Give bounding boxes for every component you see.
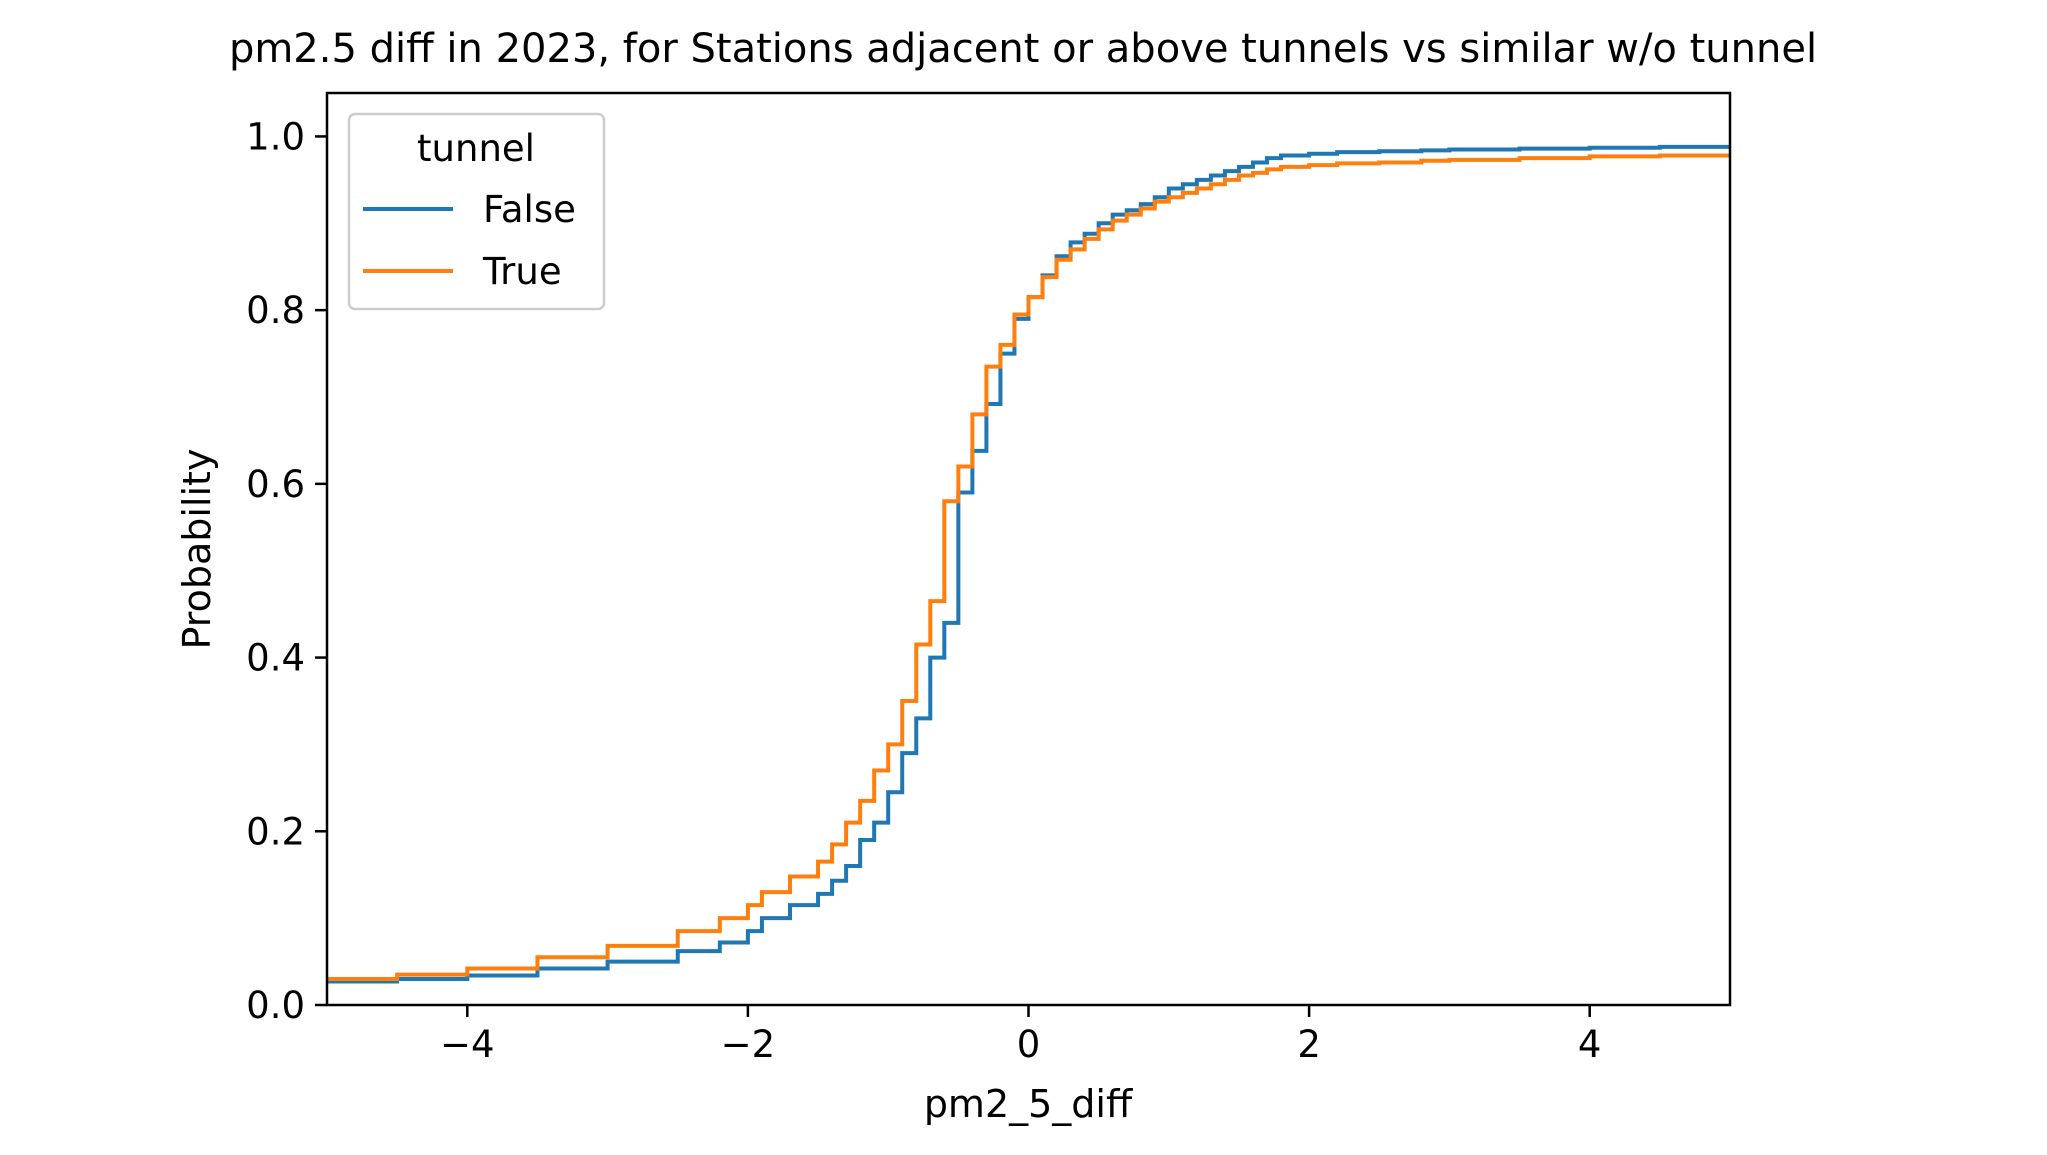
x-tick-label: 4 (1578, 1023, 1602, 1066)
y-tick-label: 0.0 (246, 984, 305, 1027)
plot-area (327, 144, 1730, 984)
y-tick-label: 1.0 (246, 115, 305, 158)
legend-title: tunnel (417, 127, 535, 170)
x-tick-label: 0 (1017, 1023, 1041, 1066)
x-tick-label: −4 (440, 1023, 495, 1066)
chart-title: pm2.5 diff in 2023, for Stations adjacen… (229, 26, 1817, 72)
x-axis-label: pm2_5_diff (924, 1082, 1133, 1126)
y-tick-label: 0.6 (246, 463, 305, 506)
y-tick-label: 0.2 (246, 810, 305, 853)
legend-box (347, 112, 606, 311)
legend: tunnel False True (347, 112, 606, 311)
x-tick-label: 2 (1297, 1023, 1321, 1066)
y-tick-label: 0.4 (246, 637, 305, 680)
x-tick-label: −2 (721, 1023, 776, 1066)
legend-label-false: False (483, 188, 576, 231)
series-line-true (327, 153, 1730, 981)
legend-label-true: True (482, 250, 562, 293)
y-axis-label: Probability (175, 449, 219, 650)
y-tick-label: 0.8 (246, 289, 305, 332)
